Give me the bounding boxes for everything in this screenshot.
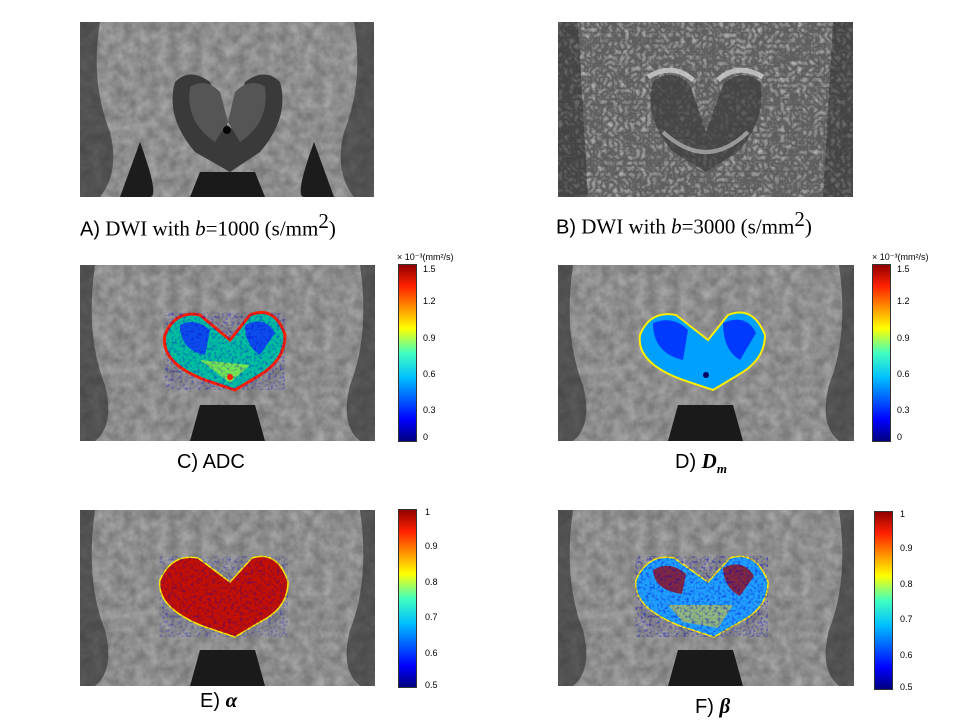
dm-map-image	[558, 265, 854, 441]
adc-map-image	[80, 265, 375, 441]
colorbar-d	[872, 264, 891, 442]
caption-c: C) ADC	[177, 452, 245, 472]
caption-a-end: )	[328, 216, 336, 241]
colorbar-d-unit: × 10⁻³(mm²/s)	[872, 252, 929, 262]
caption-d-sub: m	[716, 461, 727, 476]
caption-b-end: )	[804, 214, 812, 239]
colorbar-c-tick: 1.2	[423, 296, 436, 306]
colorbar-f	[874, 511, 893, 690]
colorbar-d-tick: 0	[897, 432, 903, 442]
alpha-map-image	[80, 510, 375, 686]
colorbar-d-tick: 0.3	[897, 405, 910, 415]
colorbar-f-tick: 0.7	[900, 614, 913, 624]
colorbar-e	[398, 509, 417, 688]
caption-e-sym: α	[225, 688, 238, 712]
colorbar-f-tick: 0.6	[900, 650, 913, 660]
caption-a-letter: A)	[80, 218, 100, 241]
dwi-b1000-image	[80, 22, 374, 197]
caption-f: F) β	[695, 694, 731, 718]
colorbar-c-tick: 1.5	[423, 264, 436, 274]
colorbar-c-tick: 0	[423, 432, 429, 442]
caption-c-label: ADC	[198, 451, 245, 473]
colorbar-d-tick: 1.5	[897, 264, 910, 274]
colorbar-f-tick: 0.8	[900, 579, 913, 589]
colorbar-e-tick: 1	[425, 507, 431, 517]
caption-a-sup: 2	[318, 209, 329, 233]
colorbar-f-tick: 0.5	[900, 682, 913, 692]
caption-f-letter: F)	[695, 696, 714, 718]
mri-brain-slice	[80, 22, 374, 197]
colorbar-d-tick: 0.6	[897, 369, 910, 379]
caption-a-b: b	[195, 216, 206, 241]
caption-d: D) Dm	[675, 449, 727, 476]
caption-d-letter: D)	[675, 451, 697, 473]
colorbar-d-tick: 0.9	[897, 333, 910, 343]
caption-b-b: b	[671, 214, 682, 239]
caption-b: B) DWI with b=3000 (s/mm2)	[556, 209, 812, 238]
colorbar-e-tick: 0.7	[425, 612, 438, 622]
colorbar-c	[398, 264, 417, 442]
caption-b-post: =3000 (s/mm	[681, 214, 795, 239]
colorbar-f-tick: 0.9	[900, 543, 913, 553]
caption-e: E) α	[200, 688, 238, 712]
caption-a: A) DWI with b=1000 (s/mm2)	[80, 211, 336, 240]
dwi-b3000-image	[558, 22, 853, 197]
adc-roi-overlay	[163, 311, 287, 392]
colorbar-e-tick: 0.9	[425, 541, 438, 551]
colorbar-c-unit: × 10⁻³(mm²/s)	[397, 252, 454, 262]
caption-f-sym: β	[719, 694, 731, 718]
caption-b-pre: DWI with	[576, 214, 672, 239]
dm-roi-overlay	[638, 311, 767, 392]
colorbar-c-tick: 0.6	[423, 369, 436, 379]
beta-roi-overlay	[635, 555, 769, 638]
colorbar-c-tick: 0.9	[423, 333, 436, 343]
alpha-roi-overlay	[159, 555, 289, 638]
mri-brain-slice	[80, 510, 375, 686]
colorbar-e-tick: 0.5	[425, 680, 438, 690]
beta-map-image	[558, 510, 854, 686]
colorbar-e-tick: 0.6	[425, 648, 438, 658]
colorbar-f-tick: 1	[900, 509, 906, 519]
caption-e-letter: E)	[200, 690, 220, 712]
caption-b-sup: 2	[794, 207, 805, 231]
mri-brain-slice	[558, 265, 854, 441]
caption-d-sym: D	[701, 449, 717, 473]
colorbar-e-tick: 0.8	[425, 577, 438, 587]
caption-b-letter: B)	[556, 216, 576, 239]
colorbar-d-tick: 1.2	[897, 296, 910, 306]
caption-c-letter: C)	[177, 451, 199, 473]
colorbar-c-tick: 0.3	[423, 405, 436, 415]
caption-a-post: =1000 (s/mm	[205, 216, 319, 241]
caption-a-pre: DWI with	[100, 216, 196, 241]
mri-brain-slice	[558, 22, 853, 197]
